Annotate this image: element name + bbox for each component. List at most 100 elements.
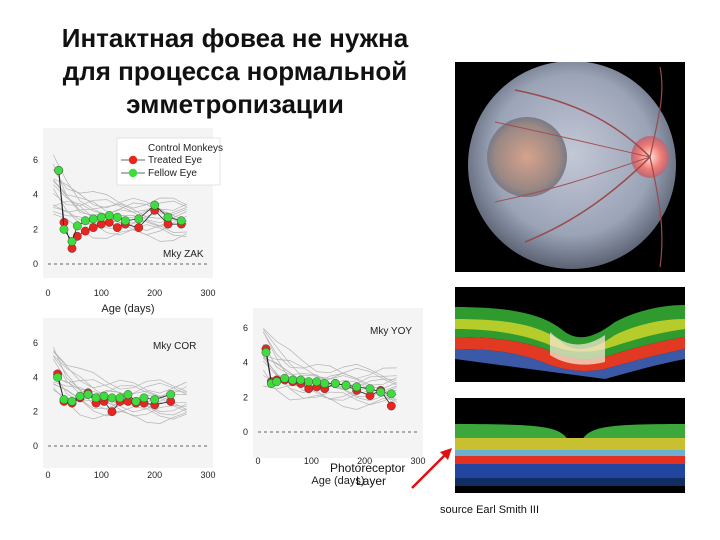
fellow-point xyxy=(59,224,69,234)
arrow-head xyxy=(440,448,452,460)
y-tick-label: 0 xyxy=(243,427,248,437)
treated-point xyxy=(107,407,117,417)
fellow-point xyxy=(365,384,375,394)
fundus-photo xyxy=(455,61,685,272)
fellow-point xyxy=(296,375,306,385)
fellow-point xyxy=(88,214,98,224)
x-tick-label: 100 xyxy=(304,456,319,466)
fellow-point xyxy=(386,389,396,399)
fellow-point xyxy=(54,165,64,175)
fellow-point xyxy=(91,393,101,403)
control-trace xyxy=(263,354,397,381)
x-tick-label: 300 xyxy=(200,470,215,480)
fellow-point xyxy=(72,221,82,231)
fellow-point xyxy=(99,391,109,401)
legend-treated-marker xyxy=(128,155,138,165)
arrow-shaft xyxy=(411,451,449,489)
control-trace xyxy=(53,178,187,211)
legend-fellow: Fellow Eye xyxy=(148,168,197,179)
fellow-point xyxy=(272,377,282,387)
control-trace xyxy=(53,358,187,406)
x-tick-label: 100 xyxy=(94,288,109,298)
x-tick-label: 200 xyxy=(147,470,162,480)
control-trace xyxy=(262,343,397,390)
y-tick-label: 2 xyxy=(243,392,248,402)
chart-panel-3: 0 2 4 6 0 100 200 300 Age (days) Mky YOY xyxy=(243,308,426,487)
fellow-point xyxy=(67,396,77,406)
x-axis-label: Age (days) xyxy=(101,303,154,315)
fellow-point xyxy=(107,393,117,403)
fellow-point xyxy=(320,379,330,388)
treated-point xyxy=(80,226,90,236)
chart-panel-2: 0 2 4 6 0 100 200 300 Mky COR xyxy=(33,318,216,480)
panel-label: Mky COR xyxy=(153,341,196,352)
legend-control: Control Monkeys xyxy=(148,143,223,154)
oct-image-1 xyxy=(455,287,685,382)
y-tick-label: 0 xyxy=(33,441,38,451)
fellow-point xyxy=(176,216,186,226)
x-tick-label: 200 xyxy=(147,288,162,298)
fellow-point xyxy=(376,387,386,397)
fellow-point xyxy=(112,212,122,222)
title-line-1: Интактная фовеа не нужна xyxy=(61,23,409,53)
fellow-point xyxy=(53,372,62,382)
x-tick-label: 300 xyxy=(200,288,215,298)
fellow-point xyxy=(96,212,106,222)
y-tick-label: 0 xyxy=(33,259,38,269)
y-tick-label: 4 xyxy=(243,358,248,368)
treated-point xyxy=(88,223,98,233)
photoreceptor-label: Photoreceptor Layer xyxy=(330,462,405,488)
fellow-point xyxy=(330,379,340,388)
control-trace xyxy=(53,351,187,394)
treated-point xyxy=(112,223,122,233)
y-tick-label: 4 xyxy=(33,372,38,382)
panel-label: Mky ZAK xyxy=(163,249,204,260)
control-trace xyxy=(53,188,187,236)
fellow-point xyxy=(352,382,362,392)
fellow-point xyxy=(166,390,176,399)
panel-label: Mky YOY xyxy=(370,326,412,337)
fellow-point xyxy=(134,214,144,224)
x-tick-label: 0 xyxy=(255,456,260,466)
control-trace xyxy=(53,169,187,209)
treated-point xyxy=(386,401,396,411)
fellow-point xyxy=(341,380,351,390)
y-tick-label: 6 xyxy=(33,155,38,165)
control-trace xyxy=(53,350,187,392)
fundus-image xyxy=(468,61,676,269)
oct-image-2 xyxy=(455,398,685,493)
fellow-point xyxy=(150,200,160,210)
title-line-3: эмметропизации xyxy=(126,89,344,119)
fellow-point xyxy=(83,390,93,399)
x-axis-label: Age (days) xyxy=(311,475,364,487)
fellow-point xyxy=(261,347,271,357)
x-tick-label: 0 xyxy=(45,288,50,298)
x-tick-label: 300 xyxy=(410,456,425,466)
y-tick-label: 4 xyxy=(33,190,38,200)
fellow-point xyxy=(150,395,160,404)
title-line-2: для процесса нормальной xyxy=(62,56,408,86)
control-trace xyxy=(263,356,397,394)
control-trace xyxy=(53,377,187,398)
x-tick-label: 200 xyxy=(357,456,372,466)
control-trace xyxy=(263,329,397,389)
source-credit: source Earl Smith III xyxy=(440,504,540,516)
y-tick-label: 2 xyxy=(33,407,38,417)
fellow-point xyxy=(59,395,69,404)
x-tick-label: 0 xyxy=(45,470,50,480)
fellow-point xyxy=(131,396,141,406)
y-tick-label: 6 xyxy=(243,323,248,333)
legend-treated: Treated Eye xyxy=(148,155,203,166)
fellow-point xyxy=(304,377,314,387)
y-tick-label: 6 xyxy=(33,338,38,348)
control-trace xyxy=(53,383,187,420)
fellow-point xyxy=(288,375,298,385)
oct-scan-treated xyxy=(455,287,685,382)
control-trace xyxy=(53,200,187,215)
fellow-point xyxy=(104,211,114,220)
fellow-point xyxy=(120,216,130,226)
y-tick-label: 2 xyxy=(33,224,38,234)
control-trace xyxy=(53,193,187,213)
